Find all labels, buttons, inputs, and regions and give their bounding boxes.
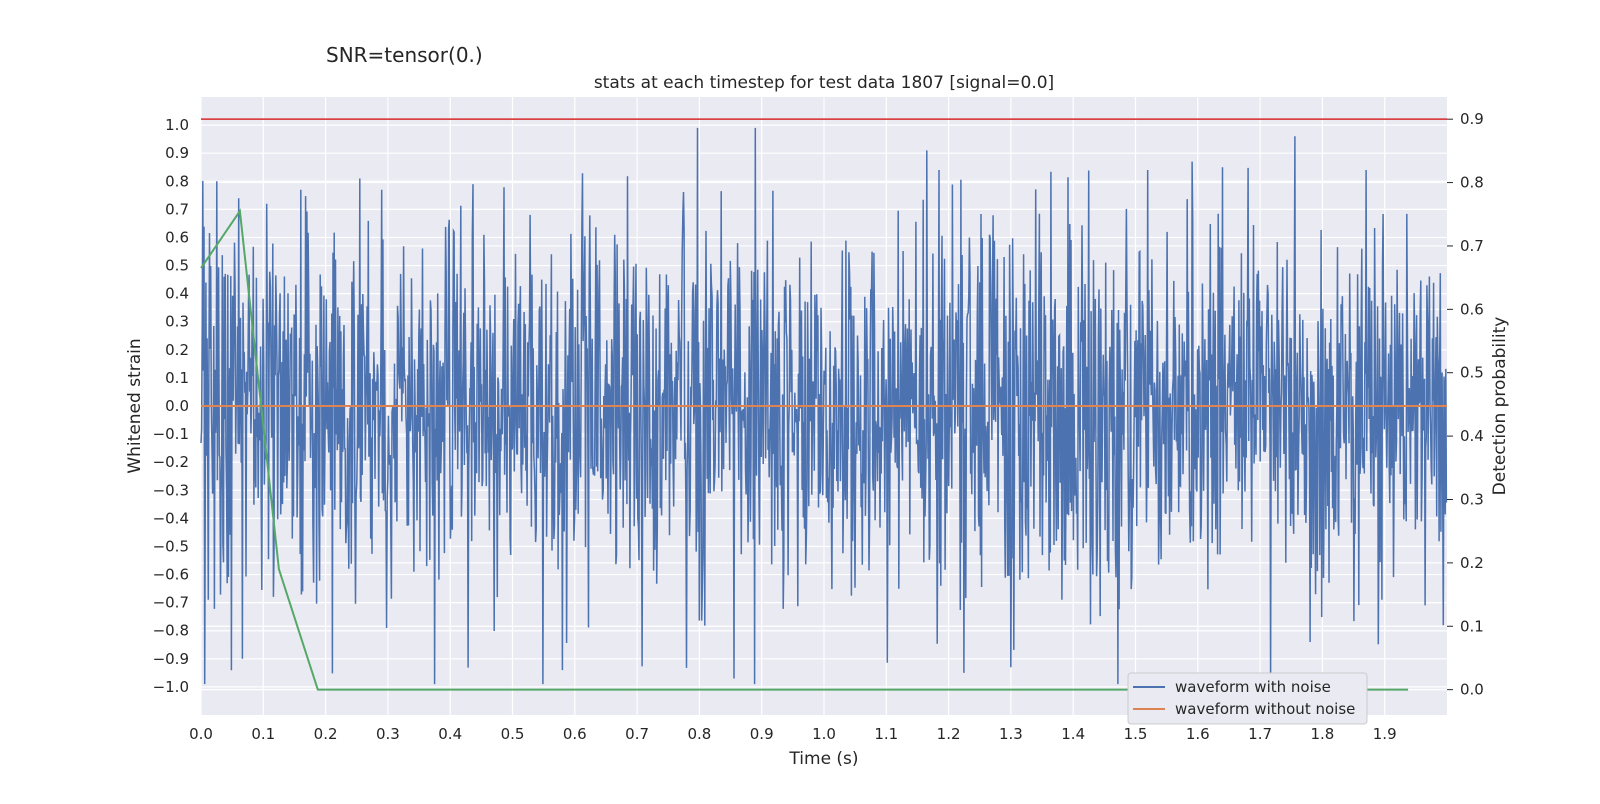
- x-tick-label: 0.4: [438, 725, 462, 743]
- y-tick-label: 0.0: [165, 397, 189, 415]
- y2-axis-label: Detection probability: [1490, 317, 1510, 496]
- y-tick-label: 0.9: [165, 144, 189, 162]
- y-tick-label: −0.7: [153, 594, 189, 612]
- y-tick-label: 1.0: [165, 116, 189, 134]
- legend-box: [1127, 672, 1368, 725]
- y2-tick-label: 0.2: [1460, 554, 1484, 572]
- y-tick-label: −0.5: [153, 537, 189, 555]
- y-tick-label: 0.1: [165, 369, 189, 387]
- y-tick-label: 0.3: [165, 313, 189, 331]
- x-tick-label: 1.2: [937, 725, 961, 743]
- x-tick-label: 1.0: [812, 725, 836, 743]
- x-tick-labels: 0.0 0.1 0.2 0.3 0.4 0.5 0.6 0.7 0.8 0.9 1.0 1.1 1.2 1…: [189, 725, 1397, 743]
- y2-tick-label: 0.7: [1460, 237, 1484, 255]
- series-layer: [200, 118, 1448, 691]
- legend-label-noise: waveform with noise: [1175, 678, 1331, 696]
- legend: waveform with noise waveform without noi…: [1127, 672, 1368, 725]
- x-tick-label: 0.8: [687, 725, 711, 743]
- y-tick-label: 0.6: [165, 228, 189, 246]
- y-tick-label: 0.8: [165, 172, 189, 190]
- x-tick-label: 0.6: [563, 725, 587, 743]
- x-tick-label: 1.9: [1373, 725, 1397, 743]
- y-tick-label: −0.3: [153, 481, 189, 499]
- x-tick-label: 0.0: [189, 725, 213, 743]
- legend-label-clean: waveform without noise: [1175, 700, 1355, 718]
- y-tick-label: −0.2: [153, 453, 189, 471]
- x-tick-label: 1.7: [1248, 725, 1272, 743]
- y2-tick-label: 0.5: [1460, 364, 1484, 382]
- y-axis-label: Whitened strain: [125, 338, 145, 473]
- y2-tick-labels: 0.9 0.8 0.7 0.6 0.5 0.4 0.3 0.2 0.1 0.0: [1447, 110, 1484, 699]
- y2-tick-label: 0.4: [1460, 427, 1484, 445]
- y-tick-label: 0.7: [165, 200, 189, 218]
- chart-title: stats at each timestep for test data 180…: [594, 73, 1054, 93]
- y2-tick-label: 0.6: [1460, 300, 1484, 318]
- suptitle: SNR=tensor(0.): [326, 43, 483, 67]
- x-tick-label: 1.1: [874, 725, 898, 743]
- x-tick-label: 0.9: [750, 725, 774, 743]
- x-tick-label: 0.1: [251, 725, 275, 743]
- y-tick-label: 0.2: [165, 341, 189, 359]
- y2-tick-label: 0.9: [1460, 110, 1484, 128]
- y-tick-label: −0.6: [153, 566, 189, 584]
- x-tick-label: 1.6: [1186, 725, 1210, 743]
- y2-tick-label: 0.1: [1460, 617, 1484, 635]
- x-tick-label: 1.5: [1124, 725, 1148, 743]
- y-tick-label: −0.8: [153, 622, 189, 640]
- x-tick-label: 1.3: [999, 725, 1023, 743]
- series-waveform-with-noise: [200, 127, 1448, 685]
- y2-tick-label: 0.3: [1460, 490, 1484, 508]
- x-tick-label: 0.3: [376, 725, 400, 743]
- y-tick-label: −0.1: [153, 425, 189, 443]
- y-tick-label: −0.4: [153, 509, 189, 527]
- y-tick-label: −0.9: [153, 650, 189, 668]
- y2-tick-label: 0.8: [1460, 174, 1484, 192]
- x-tick-label: 0.5: [501, 725, 525, 743]
- x-tick-label: 0.2: [314, 725, 338, 743]
- y2-tick-label: 0.0: [1460, 681, 1484, 699]
- x-tick-label: 1.4: [1061, 725, 1085, 743]
- y-tick-label: 0.5: [165, 257, 189, 275]
- x-tick-label: 0.7: [625, 725, 649, 743]
- x-tick-label: 1.8: [1310, 725, 1334, 743]
- y-tick-label: 0.4: [165, 285, 189, 303]
- y-tick-label: −1.0: [153, 678, 189, 696]
- x-axis-label: Time (s): [788, 749, 858, 769]
- series-detection-probability: [200, 208, 1409, 691]
- y-tick-labels: 1.0 0.9 0.8 0.7 0.6 0.5 0.4 0.3 0.2 0.1 0.0 −0.1 −0.…: [153, 116, 189, 696]
